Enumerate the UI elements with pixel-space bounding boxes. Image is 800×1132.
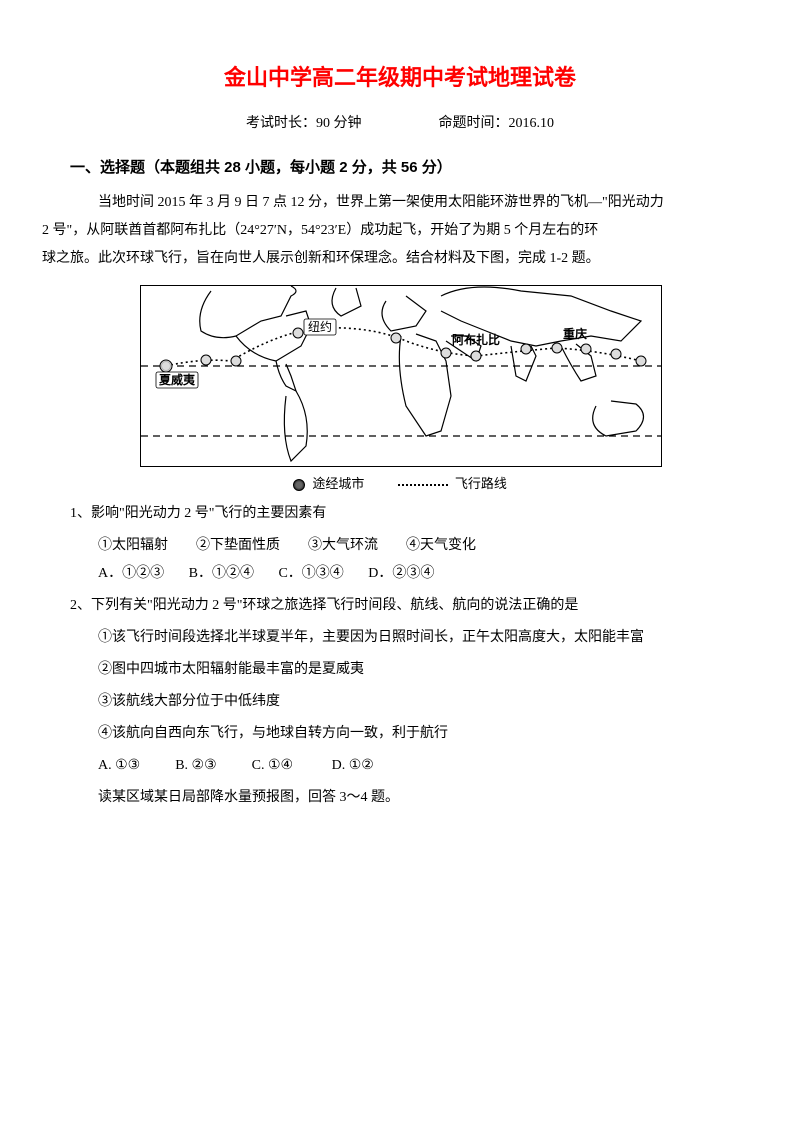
q3-intro: 读某区域某日局部降水量预报图，回答 3～4 题。 [70, 784, 730, 812]
q1-options: A．①②③ B．①②④ C．①③④ D．②③④ [70, 560, 730, 588]
legend-city-label: 途经城市 [312, 476, 364, 491]
legend-route-label: 飞行路线 [455, 476, 507, 491]
exam-title: 金山中学高二年级期中考试地理试卷 [70, 60, 730, 92]
q2-stem: 2、下列有关"阳光动力 2 号"环球之旅选择飞行时间段、航线、航向的说法正确的是 [70, 592, 730, 620]
passage-1: 当地时间 2015 年 3 月 9 日 7 点 12 分，世界上第一架使用太阳能… [70, 189, 730, 273]
q2-options: A. ①③ B. ②③ C. ①④ D. ①② [70, 752, 730, 780]
world-map: 纽约 阿布扎比 重庆 夏威夷 [140, 285, 662, 467]
q2-s3: ③该航线大部分位于中低纬度 [70, 688, 730, 716]
world-map-figure: 纽约 阿布扎比 重庆 夏威夷 [140, 285, 660, 492]
exam-duration: 考试时长：90 分钟 [246, 112, 362, 132]
label-chongqing: 重庆 [563, 326, 587, 341]
label-newyork: 纽约 [308, 319, 332, 334]
q1-stem: 1、影响"阳光动力 2 号"飞行的主要因素有 [70, 500, 730, 528]
label-hawaii: 夏威夷 [159, 372, 196, 387]
q2-s4: ④该航向自西向东飞行，与地球自转方向一致，利于航行 [70, 720, 730, 748]
meta-row: 考试时长：90 分钟 命题时间：2016.10 [70, 112, 730, 132]
exam-date: 命题时间：2016.10 [439, 112, 555, 132]
legend-route-icon [398, 484, 448, 486]
section-1-heading: 一、选择题（本题组共 28 小题，每小题 2 分，共 56 分） [70, 156, 730, 177]
q1-factors: ①太阳辐射 ②下垫面性质 ③大气环流 ④天气变化 [70, 532, 730, 560]
label-abudhabi: 阿布扎比 [452, 332, 500, 347]
q2-s2: ②图中四城市太阳辐射能最丰富的是夏威夷 [70, 656, 730, 684]
map-legend: 途经城市 飞行路线 [140, 473, 660, 492]
q2-s1: ①该飞行时间段选择北半球夏半年，主要因为日照时间长，正午太阳高度大，太阳能丰富 [70, 624, 730, 652]
legend-city-icon [293, 479, 305, 491]
